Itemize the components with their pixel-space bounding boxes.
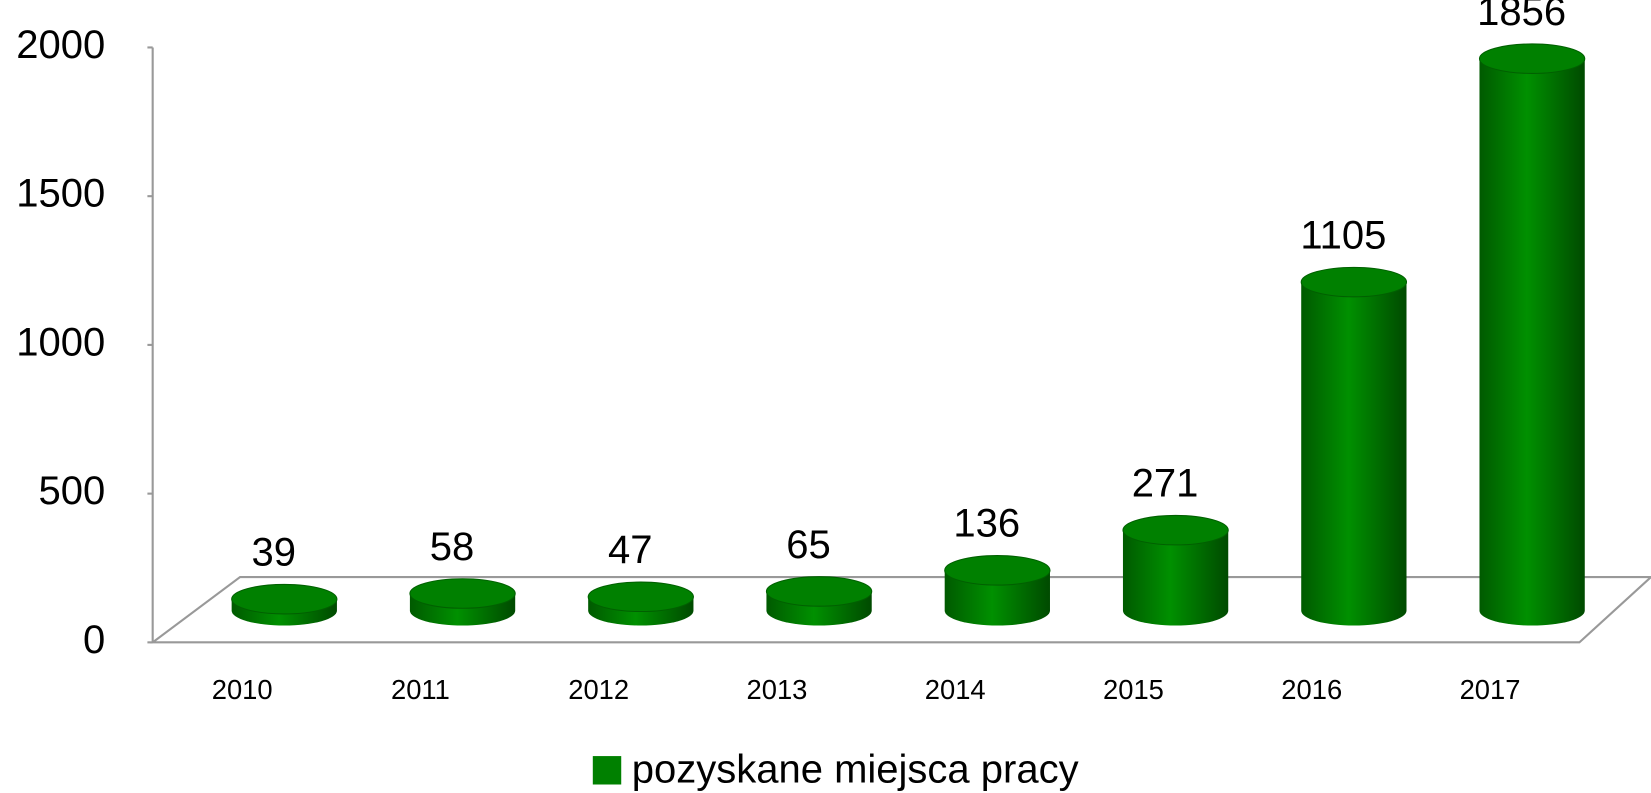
x-tick-label: 2016 [1281,674,1342,705]
bar-top [1300,266,1408,298]
x-tick-label: 2017 [1460,674,1521,705]
data-label: 39 [252,531,297,575]
bar-body [1301,282,1407,626]
data-label: 136 [953,502,1020,546]
bar [944,555,1051,626]
bar-top [765,576,873,607]
x-tick-label: 2010 [212,674,273,705]
floor [149,576,1651,644]
y-tick-label: 2000 [16,23,105,67]
bar [409,578,516,626]
data-label: 47 [608,528,653,572]
x-tick-label: 2015 [1103,674,1164,705]
data-label: 65 [786,523,831,567]
x-tick-label: 2014 [925,674,986,705]
data-label: 1856 [1477,0,1566,34]
data-label: 1105 [1300,213,1386,257]
x-tick-label: 2013 [747,674,808,705]
legend-label: pozyskane miejsca pracy [632,747,1079,791]
bar-top [231,583,338,615]
bar-top [587,581,694,613]
x-tick-label: 2012 [568,674,629,705]
y-tick-label: 1500 [16,172,105,216]
x-tick-label: 2011 [391,674,450,705]
bar-top [944,555,1051,586]
y-tick-label: 1000 [16,320,105,364]
y-tick-label: 500 [39,469,106,513]
bar [1478,43,1586,626]
bar [587,581,694,626]
data-label: 58 [430,525,475,569]
bar-body [1479,58,1585,626]
bar [1122,514,1229,626]
bar-body [944,570,1050,626]
bar [765,576,873,626]
legend-swatch [592,756,622,785]
y-tick-label: 0 [83,618,105,662]
bar [1300,266,1408,626]
data-label: 271 [1132,462,1199,506]
bar-body [1122,530,1229,626]
bar [231,583,338,626]
bar-top [1478,43,1586,74]
bar-top [409,578,516,609]
bar-top [1122,514,1229,546]
